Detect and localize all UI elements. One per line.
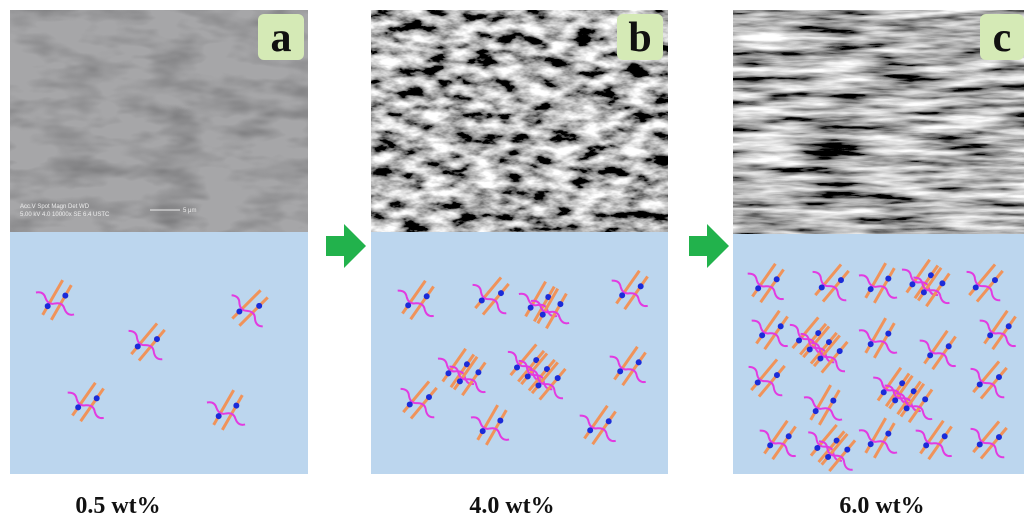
arrow	[326, 224, 366, 268]
panel-label: a	[271, 15, 292, 61]
arrow	[689, 224, 729, 268]
sem-scale: 5 μm	[183, 208, 196, 214]
sem-info: Acc.V Spot Magn Det WD	[20, 204, 90, 210]
schematic-panel	[371, 232, 668, 474]
caption: 6.0 wt%	[839, 493, 924, 519]
schematic-panel	[10, 232, 308, 474]
caption: 4.0 wt%	[469, 493, 554, 519]
sem-info: 5.00 kV 4.0 10000x SE 6.4 USTC	[20, 212, 110, 218]
caption: 0.5 wt%	[75, 493, 160, 519]
figure: a Acc.V Spot Magn Det WD 5.00 kV 4.0 100…	[0, 0, 1024, 525]
panel-label: b	[628, 15, 651, 61]
panel-label: c	[993, 15, 1012, 61]
